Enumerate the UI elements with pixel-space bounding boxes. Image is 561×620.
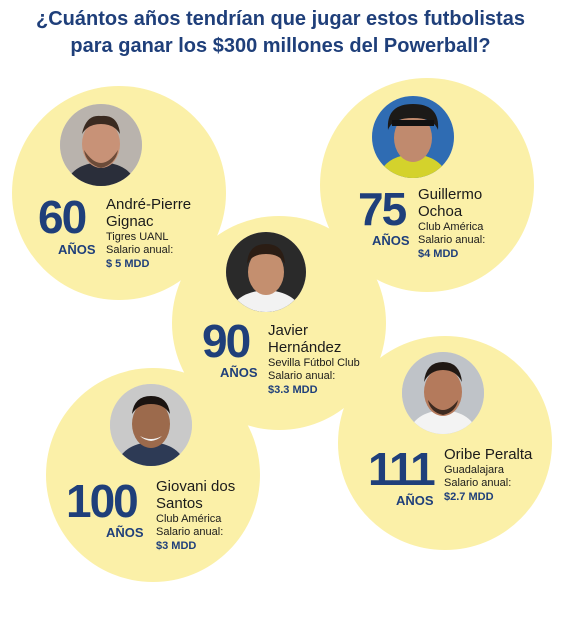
player-name-ochoa: Guillermo: [418, 186, 483, 203]
page-title: ¿Cuántos años tendrían que jugar estos f…: [0, 6, 561, 60]
player-portrait-icon: [60, 104, 142, 186]
player-club-peralta: Guadalajara: [444, 464, 504, 476]
player-portrait-icon: [110, 384, 192, 466]
salary-label-peralta: Salario anual:: [444, 477, 512, 489]
player-info-gignac: André-Pierre Gignac Tigres UANL Salario …: [106, 196, 191, 271]
player-portrait-icon: [226, 232, 306, 312]
salary-label-ochoa: Salario anual:: [418, 234, 486, 246]
years-number-ochoa: 75: [358, 183, 407, 235]
player-portrait-icon: [372, 96, 454, 178]
years-number-peralta: 111: [368, 443, 436, 495]
player-name-hernandez-2: Hernández: [268, 339, 342, 356]
years-unit-peralta: AÑOS: [396, 493, 434, 508]
salary-amount-peralta: $2.7 MDD: [444, 491, 494, 503]
player-info-ochoa: Guillermo Ochoa Club América Salario anu…: [418, 186, 485, 261]
player-photo-hernandez: [226, 232, 306, 312]
player-club-gignac: Tigres UANL: [106, 231, 169, 243]
player-name-ochoa-2: Ochoa: [418, 203, 463, 220]
salary-label-dossantos: Salario anual:: [156, 526, 224, 538]
player-club-dossantos: Club América: [156, 513, 222, 525]
player-name-dossantos-2: Santos: [156, 495, 203, 512]
salary-label-gignac: Salario anual:: [106, 244, 174, 256]
years-unit-dossantos: AÑOS: [106, 525, 144, 540]
years-unit-gignac: AÑOS: [58, 242, 96, 257]
years-unit-hernandez: AÑOS: [220, 365, 258, 380]
player-name-gignac: André-Pierre: [106, 196, 192, 213]
years-number-hernandez: 90: [202, 315, 251, 367]
player-photo-peralta: [402, 352, 484, 434]
salary-amount-gignac: $ 5 MDD: [106, 258, 150, 270]
player-photo-ochoa: [372, 96, 454, 178]
player-portrait-icon: [402, 352, 484, 434]
player-photo-gignac: [60, 104, 142, 186]
years-number-gignac: 60: [38, 191, 87, 243]
player-club-ochoa: Club América: [418, 221, 484, 233]
player-name-peralta: Oribe Peralta: [444, 446, 533, 463]
salary-amount-hernandez: $3.3 MDD: [268, 384, 318, 396]
salary-amount-dossantos: $3 MDD: [156, 540, 197, 552]
years-number-dossantos: 100: [66, 475, 139, 527]
player-club-hernandez: Sevilla Fútbol Club: [268, 357, 360, 369]
player-name-dossantos: Giovani dos: [156, 478, 236, 495]
player-info-peralta: Oribe Peralta Guadalajara Salario anual:…: [444, 446, 532, 504]
player-name-gignac-2: Gignac: [106, 213, 154, 230]
title-line-2: para ganar los $300 millones del Powerba…: [70, 35, 491, 57]
title-line-1: ¿Cuántos años tendrían que jugar estos f…: [36, 8, 525, 30]
years-unit-ochoa: AÑOS: [372, 233, 410, 248]
player-name-hernandez: Javier: [268, 322, 309, 339]
player-photo-dossantos: [110, 384, 192, 466]
player-info-dossantos: Giovani dos Santos Club América Salario …: [156, 478, 235, 553]
salary-label-hernandez: Salario anual:: [268, 370, 336, 382]
salary-amount-ochoa: $4 MDD: [418, 248, 459, 260]
player-info-hernandez: Javier Hernández Sevilla Fútbol Club Sal…: [268, 322, 360, 397]
